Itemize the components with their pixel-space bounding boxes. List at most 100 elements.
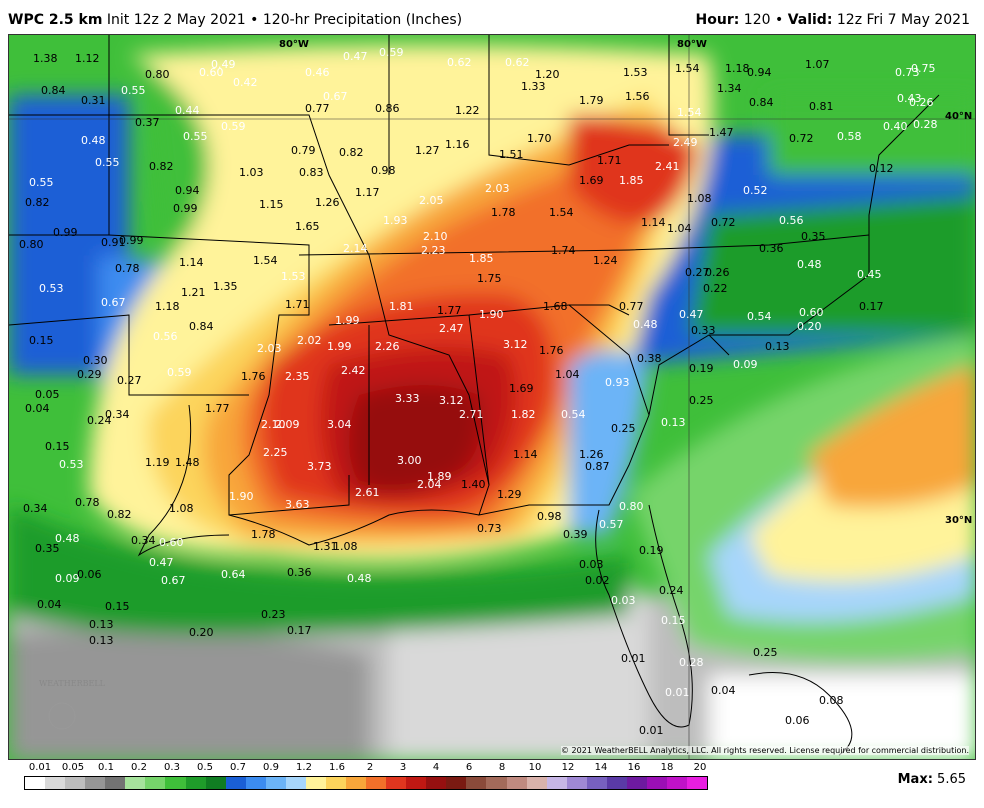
legend-swatch [245, 777, 266, 789]
precip-value-label: 0.55 [121, 84, 146, 97]
precip-value-label: 2.25 [263, 446, 288, 459]
precip-value-label: 0.98 [371, 164, 396, 177]
precip-value-label: 1.14 [641, 216, 666, 229]
precip-value-label: 3.12 [439, 394, 464, 407]
precip-value-label: 2.03 [257, 342, 282, 355]
precip-value-label: 1.26 [315, 196, 340, 209]
precip-value-label: 1.18 [725, 62, 750, 75]
precip-value-label: 0.27 [117, 374, 142, 387]
legend-tick-label: 0.05 [61, 762, 85, 773]
legend-tick-label: 1.2 [296, 762, 312, 773]
legend-swatch [406, 777, 427, 789]
precip-value-label: 0.98 [537, 510, 562, 523]
precip-value-label: 0.67 [101, 296, 126, 309]
precip-value-label: 1.15 [259, 198, 284, 211]
lon-80w-label: 80°W [279, 39, 309, 50]
precip-value-label: 1.08 [687, 192, 712, 205]
separator: • [774, 12, 784, 28]
map-field [9, 35, 975, 759]
precip-value-label: 0.33 [691, 324, 716, 337]
precip-value-label: 0.34 [105, 408, 130, 421]
legend-tick-label: 0.7 [230, 762, 246, 773]
precip-value-label: 2.61 [355, 486, 380, 499]
legend-swatch [285, 777, 306, 789]
precip-value-label: 0.79 [291, 144, 316, 157]
legend-swatch [366, 777, 387, 789]
precip-value-label: 1.90 [229, 490, 254, 503]
precip-value-label: 0.38 [637, 352, 662, 365]
legend-tick-label: 0.1 [98, 762, 114, 773]
precip-value-label: 3.73 [307, 460, 332, 473]
precip-value-label: 3.12 [503, 338, 528, 351]
precip-value-label: 0.06 [77, 568, 102, 581]
precip-value-label: 1.65 [295, 220, 320, 233]
precip-value-label: 0.36 [287, 566, 312, 579]
precip-value-label: 0.05 [35, 388, 60, 401]
valid-value: 12z Fri 7 May 2021 [836, 12, 970, 28]
legend-swatch [687, 777, 708, 789]
precip-value-label: 0.62 [505, 56, 530, 69]
legend-tick-label: 1.6 [329, 762, 345, 773]
precip-value-label: 0.99 [173, 202, 198, 215]
precip-value-label: 1.89 [427, 470, 452, 483]
legend-swatch [526, 777, 547, 789]
legend-tick-label: 4 [432, 762, 440, 773]
precip-value-label: 0.28 [679, 656, 704, 669]
precip-value-label: 2.02 [297, 334, 322, 347]
precip-value-label: 0.08 [819, 694, 844, 707]
precip-value-label: 1.24 [593, 254, 618, 267]
precip-value-label: 1.77 [205, 402, 230, 415]
precip-value-label: 0.62 [447, 56, 472, 69]
precip-value-label: 3.33 [395, 392, 420, 405]
precip-value-label: 0.54 [561, 408, 586, 421]
precip-value-label: 0.59 [379, 46, 404, 59]
init-time: Init 12z 2 May 2021 [106, 12, 246, 28]
legend-swatch [25, 777, 46, 789]
max-number: 5.65 [937, 772, 966, 787]
precip-value-label: 0.45 [857, 268, 882, 281]
precip-value-label: 1.38 [33, 52, 58, 65]
legend-tick-label: 8 [498, 762, 506, 773]
legend-swatch [646, 777, 667, 789]
legend-swatch [65, 777, 86, 789]
legend-swatch [506, 777, 527, 789]
precip-value-label: 1.71 [597, 154, 622, 167]
precip-value-label: 0.34 [23, 502, 48, 515]
precip-value-label: 1.81 [389, 300, 414, 313]
precip-value-label: 0.35 [35, 542, 60, 555]
precip-value-label: 1.53 [623, 66, 648, 79]
legend-swatch [626, 777, 647, 789]
legend-swatch [606, 777, 627, 789]
precip-value-label: 1.04 [667, 222, 692, 235]
precip-value-label: 0.23 [261, 608, 286, 621]
precip-value-label: 0.39 [563, 528, 588, 541]
precip-value-label: 0.77 [619, 300, 644, 313]
precip-value-label: 0.15 [45, 440, 70, 453]
valid-label: Valid: [787, 12, 833, 28]
precip-value-label: 1.14 [179, 256, 204, 269]
precip-value-label: 1.54 [675, 62, 700, 75]
precip-value-label: 0.17 [287, 624, 312, 637]
precip-value-label: 0.60 [199, 66, 224, 79]
legend-tick-label: 3 [399, 762, 407, 773]
precip-value-label: 0.49 [211, 58, 236, 71]
legend-tick-label: 0.01 [28, 762, 52, 773]
precip-value-label: 0.48 [347, 572, 372, 585]
precip-value-label: 1.71 [285, 298, 310, 311]
legend-tick-label: 12 [561, 762, 575, 773]
precip-value-label: 0.43 [897, 92, 922, 105]
precip-value-label: 1.82 [511, 408, 536, 421]
legend-tick-label: 0.5 [197, 762, 213, 773]
precip-value-label: 0.75 [911, 62, 936, 75]
precip-value-label: 0.56 [153, 330, 178, 343]
legend-swatch [466, 777, 487, 789]
precip-value-label: 2.05 [419, 194, 444, 207]
precip-value-label: 1.33 [521, 80, 546, 93]
precip-value-label: 0.37 [135, 116, 160, 129]
precip-value-label: 1.76 [539, 344, 564, 357]
legend-swatch [165, 777, 186, 789]
precip-value-label: 0.01 [639, 724, 664, 737]
legend-bar [24, 776, 708, 790]
legend-tick-label: 20 [693, 762, 707, 773]
precip-value-label: 1.54 [677, 106, 702, 119]
